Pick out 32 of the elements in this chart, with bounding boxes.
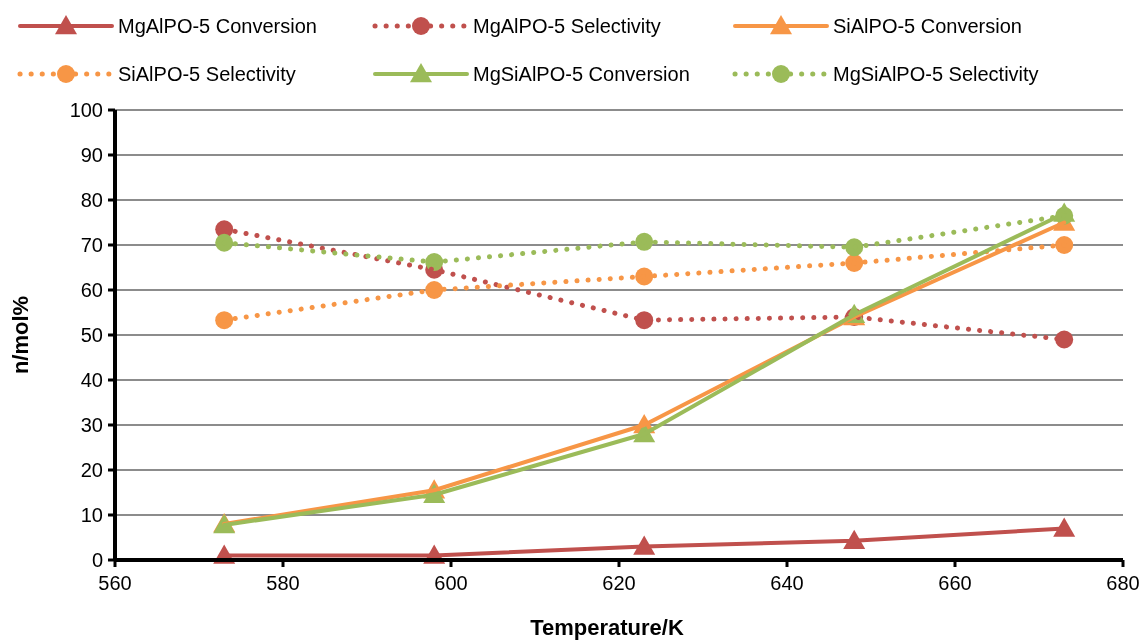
point — [215, 311, 234, 330]
y-tick-label: 30 — [80, 414, 103, 436]
x-tick-label: 560 — [98, 572, 132, 594]
legend-label: MgSiAlPO-5 Conversion — [473, 63, 690, 85]
point — [1055, 236, 1074, 254]
y-tick-label: 0 — [91, 549, 103, 571]
point — [1055, 330, 1074, 349]
x-tick-label: 620 — [602, 572, 636, 594]
legend-label: MgAlPO-5 Selectivity — [473, 15, 661, 37]
x-axis-title: Temperature/K — [530, 615, 684, 640]
y-tick-label: 90 — [80, 144, 103, 166]
point — [215, 233, 234, 252]
legend-label: MgSiAlPO-5 Selectivity — [833, 63, 1039, 85]
point — [635, 232, 654, 251]
legend-label: SiAlPO-5 Selectivity — [118, 63, 296, 85]
y-axis-title: n/mol% — [8, 295, 33, 375]
y-tick-label: 60 — [80, 279, 103, 301]
legend-label: SiAlPO-5 Conversion — [833, 15, 1022, 37]
y-tick-label: 20 — [80, 459, 103, 481]
y-tick-label: 50 — [80, 324, 103, 346]
y-tick-label: 80 — [80, 189, 103, 211]
y-tick-label: 10 — [80, 504, 103, 526]
x-tick-label: 600 — [434, 572, 468, 594]
y-tick-label: 100 — [69, 99, 103, 121]
y-tick-label: 40 — [80, 369, 103, 391]
legend-label: MgAlPO-5 Conversion — [118, 15, 317, 37]
x-tick-label: 660 — [938, 572, 972, 594]
y-tick-label: 70 — [80, 234, 103, 256]
x-tick-label: 580 — [266, 572, 300, 594]
x-tick-label: 680 — [1106, 572, 1140, 594]
x-tick-label: 640 — [770, 572, 804, 594]
point — [845, 238, 864, 257]
